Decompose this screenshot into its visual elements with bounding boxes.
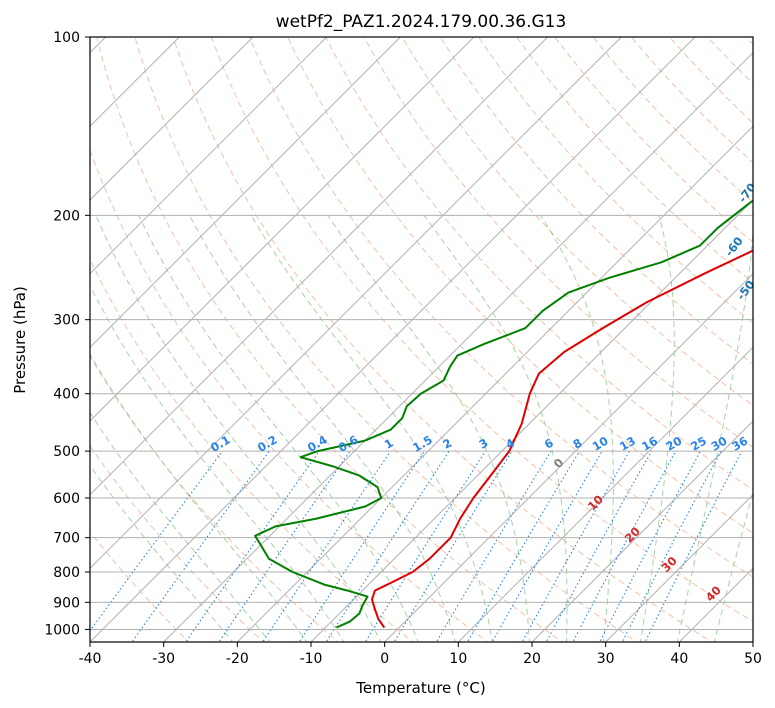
isotherm (457, 346, 753, 642)
mixing-ratio-label: 20 (663, 434, 684, 454)
isotherm (90, 37, 475, 422)
mixing-ratio-label: 30 (709, 434, 730, 454)
y-tick-label: 300 (53, 313, 80, 329)
x-tick-label: 40 (670, 651, 688, 667)
moist-adiabat (327, 215, 530, 642)
mixing-ratio-label: 36 (729, 434, 750, 454)
isotherm (90, 37, 254, 201)
mixing-ratio-line (218, 450, 351, 642)
y-tick-label: 600 (53, 491, 80, 507)
x-tick-label: -10 (300, 651, 323, 667)
mixing-ratio-line (599, 450, 701, 642)
moist-adiabat (540, 215, 614, 642)
x-tick-label: -20 (226, 651, 249, 667)
y-tick-label: 1000 (44, 622, 80, 638)
mixing-ratio-line (90, 450, 223, 632)
temperature-profile (371, 249, 753, 629)
y-tick-label: 100 (53, 30, 80, 46)
mixing-ratio-line (466, 450, 580, 642)
dry-adiabat (287, 37, 753, 534)
y-tick-label: 900 (53, 595, 80, 611)
isotherm (90, 37, 549, 496)
y-axis: 100 200 300 400 500 600 700 800 900 1000 (44, 30, 90, 638)
mixing-ratio-line (621, 450, 722, 642)
moist-adiabat (189, 215, 456, 642)
x-axis: -40 -30 -20 -10 0 10 20 30 40 50 (79, 642, 762, 667)
isotherm (90, 37, 622, 570)
isotherm (605, 493, 753, 642)
moist-adiabat (639, 215, 675, 642)
mixing-ratio-label: 16 (639, 434, 660, 454)
x-tick-label: 30 (597, 651, 615, 667)
moist-adiabat (90, 411, 271, 642)
y-tick-label: 800 (53, 565, 80, 581)
mixing-ratio-line (185, 450, 320, 642)
theta-e-label: -90 (749, 86, 773, 111)
moist-adiabat (250, 215, 493, 642)
dewpoint-profile (254, 199, 753, 629)
sounding-profiles (254, 199, 753, 629)
pressure-gridlines (90, 37, 753, 630)
dry-adiabat (325, 37, 753, 491)
plot-frame (89, 36, 754, 643)
isotherm (310, 199, 753, 642)
moist-adiabat (90, 464, 234, 642)
mixing-ratio-line (364, 450, 486, 642)
mixing-ratio-line (325, 450, 450, 642)
dry-adiabat (90, 148, 489, 642)
y-tick-label: 200 (53, 208, 80, 224)
x-tick-label: 20 (523, 651, 541, 667)
moist-adiabat (423, 215, 568, 642)
dry-adiabat (90, 258, 414, 642)
x-tick-label: -30 (152, 651, 175, 667)
isotherm (236, 125, 753, 642)
x-tick-label: 50 (744, 651, 762, 667)
y-tick-label: 400 (53, 387, 80, 403)
mixing-ratio-line (572, 450, 677, 642)
x-axis-label: Temperature (°C) (355, 679, 485, 697)
mixing-ratio-label: 13 (617, 434, 638, 454)
y-tick-label: 500 (53, 444, 80, 460)
background-lines (90, 37, 753, 642)
x-tick-label: 10 (449, 651, 467, 667)
isotherm (90, 37, 328, 275)
isotherm (90, 37, 401, 349)
moist-adiabat (138, 215, 419, 642)
isotherm (90, 37, 696, 642)
dry-adiabat (248, 37, 753, 578)
mixing-ratio-label: 25 (688, 434, 709, 454)
mixing-ratio-line (262, 450, 392, 642)
isotherm (163, 51, 753, 642)
x-tick-label: -40 (79, 651, 102, 667)
isotherm (384, 272, 753, 642)
x-tick-label: 0 (380, 651, 389, 667)
mixing-ratio-line (131, 450, 270, 642)
mixing-ratio-line (393, 450, 513, 642)
y-tick-label: 700 (53, 531, 80, 547)
chart-title: wetPf2_PAZ1.2024.179.00.36.G13 (276, 12, 567, 32)
moist-adiabat (90, 284, 345, 642)
mixing-ratio-label: 10 (590, 434, 611, 454)
isotherm (531, 420, 753, 642)
mixing-ratio-line (298, 450, 425, 642)
y-axis-label: Pressure (hPa) (11, 286, 29, 394)
